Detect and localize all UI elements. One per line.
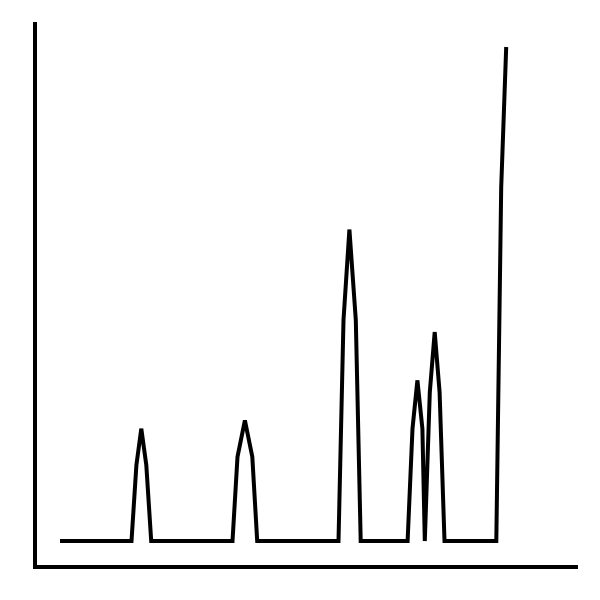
series-line-1	[60, 46, 509, 543]
series-group	[60, 46, 509, 543]
